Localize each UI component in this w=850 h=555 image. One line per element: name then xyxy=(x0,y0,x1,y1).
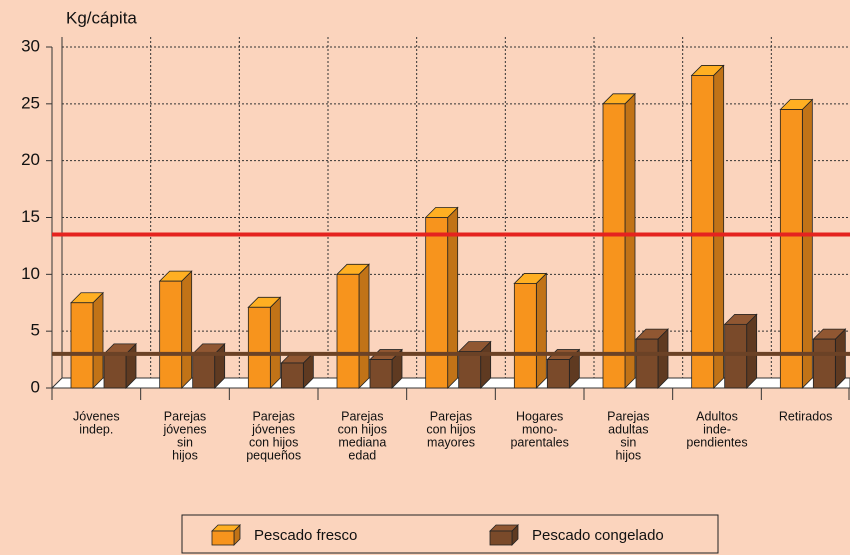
x-tick-label: sin xyxy=(620,435,636,449)
bar xyxy=(425,217,449,389)
bar-side xyxy=(358,263,370,389)
bar xyxy=(724,323,748,389)
legend xyxy=(181,514,719,554)
y-tick-label: 10 xyxy=(21,264,40,283)
bar xyxy=(779,109,803,389)
bar xyxy=(103,353,127,389)
x-tick-label: indep. xyxy=(79,422,113,436)
bar xyxy=(280,362,304,389)
x-tick-label: adultas xyxy=(608,422,648,436)
bar-side xyxy=(269,296,281,389)
x-tick-label: pequeños xyxy=(246,448,301,462)
y-tick-label: 20 xyxy=(21,150,40,169)
bar xyxy=(546,359,570,389)
bar-side xyxy=(801,98,813,389)
bar-side xyxy=(746,313,758,389)
bar xyxy=(635,338,659,389)
x-tick-label: Parejas xyxy=(252,409,294,423)
bar xyxy=(458,351,482,389)
bar xyxy=(602,103,626,389)
x-tick-label: con hijos xyxy=(338,422,387,436)
x-tick-label: mono- xyxy=(522,422,557,436)
bar-side xyxy=(535,272,547,389)
y-tick-label: 0 xyxy=(31,377,40,396)
bar xyxy=(336,273,360,389)
y-tick-label: 30 xyxy=(21,36,40,55)
bar xyxy=(192,353,216,389)
bar xyxy=(812,338,836,389)
bar xyxy=(247,306,271,389)
legend-swatch xyxy=(211,530,235,546)
bar-side xyxy=(181,270,193,389)
x-tick-label: Parejas xyxy=(164,409,206,423)
x-tick-label: Parejas xyxy=(607,409,649,423)
y-tick-label: 25 xyxy=(21,93,40,112)
x-tick-label: Parejas xyxy=(341,409,383,423)
x-tick-label: con hijos xyxy=(249,435,298,449)
x-tick-label: jóvenes xyxy=(251,422,295,436)
y-axis-label: Kg/cápita xyxy=(66,8,137,27)
x-tick-label: mediana xyxy=(338,435,386,449)
x-tick-label: Parejas xyxy=(430,409,472,423)
x-tick-label: hijos xyxy=(172,448,198,462)
y-tick-label: 15 xyxy=(21,207,40,226)
bar xyxy=(159,280,183,389)
x-tick-label: sin xyxy=(177,435,193,449)
x-tick-label: jóvenes xyxy=(162,422,206,436)
legend-label: Pescado congelado xyxy=(532,527,664,544)
bar xyxy=(513,283,537,389)
x-tick-label: inde- xyxy=(703,422,731,436)
x-tick-label: edad xyxy=(348,448,376,462)
x-tick-label: Hogares xyxy=(516,409,563,423)
legend-swatch xyxy=(489,530,513,546)
x-tick-label: pendientes xyxy=(686,435,747,449)
x-tick-label: Jóvenes xyxy=(73,409,120,423)
legend-label: Pescado fresco xyxy=(254,527,357,544)
x-tick-label: hijos xyxy=(615,448,641,462)
bar-side xyxy=(713,64,725,389)
x-tick-label: con hijos xyxy=(426,422,475,436)
x-tick-label: mayores xyxy=(427,435,475,449)
bar-side xyxy=(92,291,104,389)
x-tick-label: Retirados xyxy=(779,409,833,423)
y-tick-label: 5 xyxy=(31,321,40,340)
bar-side xyxy=(624,92,636,389)
x-tick-label: Adultos xyxy=(696,409,738,423)
bar xyxy=(70,302,94,389)
bar xyxy=(369,359,393,389)
bar xyxy=(691,75,715,389)
x-tick-label: parentales xyxy=(510,435,568,449)
